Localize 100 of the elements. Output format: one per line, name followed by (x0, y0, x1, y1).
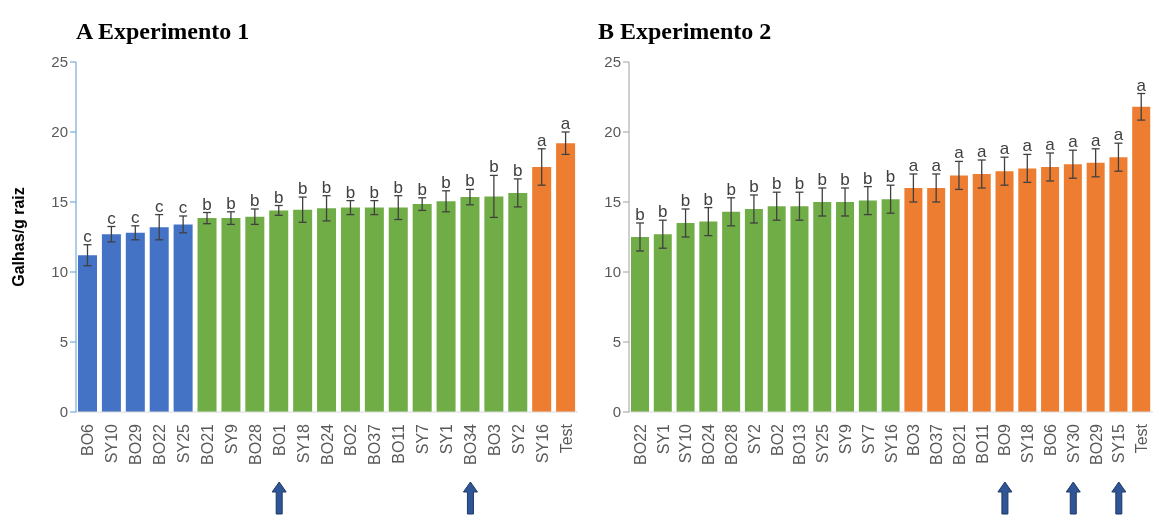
x-tick-label: SY7 (859, 423, 877, 455)
x-tick-label: SY25 (814, 423, 832, 464)
x-tick-label: BO2 (768, 423, 786, 457)
x-tick-label: SY15 (1110, 423, 1128, 464)
y-tick-label: 15 (604, 193, 621, 211)
bar (412, 204, 432, 412)
bar (101, 234, 121, 412)
data-label: a (1045, 135, 1056, 154)
data-label: b (771, 174, 782, 194)
bar (722, 211, 741, 412)
x-tick-label: Test (557, 423, 575, 454)
bar (78, 255, 97, 412)
bar (1109, 157, 1128, 412)
x-tick-label: BO3 (485, 423, 503, 457)
data-label: b (680, 191, 691, 210)
y-tick-label: 20 (51, 123, 68, 141)
x-tick-label: BO29 (127, 423, 145, 465)
data-label: b (817, 170, 827, 189)
x-tick-label: BO21 (198, 423, 216, 465)
bar (676, 223, 695, 412)
x-tick-label: BO13 (791, 423, 809, 465)
data-label: b (369, 182, 380, 202)
x-tick-label: SY18 (1019, 423, 1037, 464)
data-label: b (726, 179, 736, 199)
x-tick-label: BO11 (390, 423, 408, 464)
data-label: a (1090, 130, 1101, 150)
bar (388, 207, 408, 412)
bar (699, 221, 718, 412)
data-label: b (885, 167, 896, 187)
data-label: a (931, 156, 942, 175)
x-tick-label: BO28 (246, 423, 264, 465)
bar (1063, 164, 1082, 412)
y-tick-label: 5 (612, 333, 621, 351)
x-tick-label: BO11 (973, 423, 991, 464)
bar (1132, 106, 1151, 412)
bar (125, 232, 145, 412)
x-tick-label: SY16 (882, 423, 900, 464)
data-label: c (107, 208, 117, 228)
x-tick-label: SY18 (294, 423, 312, 464)
bar (197, 218, 217, 412)
bar (460, 197, 480, 412)
x-tick-label: BO6 (79, 423, 97, 457)
data-label: b (321, 177, 332, 197)
x-tick-label: SY16 (533, 423, 551, 464)
bar (744, 209, 763, 412)
bar (949, 175, 968, 412)
bar (245, 216, 265, 412)
x-tick-label: BO6 (1041, 423, 1059, 457)
bar (881, 199, 900, 412)
y-tick-label: 5 (59, 333, 68, 351)
data-label: b (635, 205, 645, 224)
bar (532, 167, 552, 412)
data-label: a (999, 139, 1010, 159)
x-tick-label: BO37 (928, 423, 946, 465)
data-label: a (536, 130, 547, 150)
bar (653, 234, 672, 412)
x-tick-label: SY1 (654, 423, 672, 455)
x-tick-label: BO28 (723, 423, 741, 465)
bar (631, 237, 649, 412)
y-axis-title: Galhas/g raiz (9, 187, 27, 287)
x-tick-label: BO22 (631, 423, 649, 465)
x-tick-label: SY10 (677, 423, 695, 464)
x-tick-label: SY1 (438, 423, 456, 455)
data-label: c (83, 226, 93, 246)
x-tick-label: BO34 (461, 423, 479, 465)
y-tick-label: 10 (51, 263, 68, 281)
x-tick-label: SY25 (175, 423, 193, 464)
x-tick-label: SY30 (1064, 423, 1082, 464)
data-label: b (417, 179, 427, 199)
x-tick-label: BO9 (996, 423, 1014, 457)
data-label: a (1113, 125, 1124, 145)
bar (972, 174, 991, 412)
bar (293, 209, 313, 412)
data-label: a (977, 142, 987, 161)
data-label: b (749, 177, 759, 196)
data-label: b (465, 171, 475, 191)
data-label: b (840, 170, 850, 189)
bar (364, 207, 384, 412)
data-label: a (1136, 75, 1147, 95)
bar (173, 224, 193, 412)
x-tick-label: SY2 (509, 423, 527, 455)
data-label: b (393, 177, 403, 197)
x-tick-label: BO24 (318, 423, 336, 465)
bar (436, 201, 456, 412)
bar (927, 188, 946, 412)
data-label: b (250, 191, 260, 210)
y-tick-label: 20 (604, 123, 621, 141)
x-tick-label: BO1 (270, 423, 288, 457)
data-label: c (154, 196, 164, 216)
y-tick-label: 0 (59, 403, 68, 421)
bar (484, 196, 504, 412)
bar (1018, 168, 1037, 412)
data-label: b (202, 194, 212, 214)
bar (508, 192, 528, 412)
x-tick-label: SY10 (103, 423, 121, 464)
data-label: c (131, 207, 141, 227)
data-label: c (178, 198, 188, 217)
data-label: b (703, 189, 714, 209)
bar (858, 200, 877, 412)
data-label: b (794, 174, 805, 194)
